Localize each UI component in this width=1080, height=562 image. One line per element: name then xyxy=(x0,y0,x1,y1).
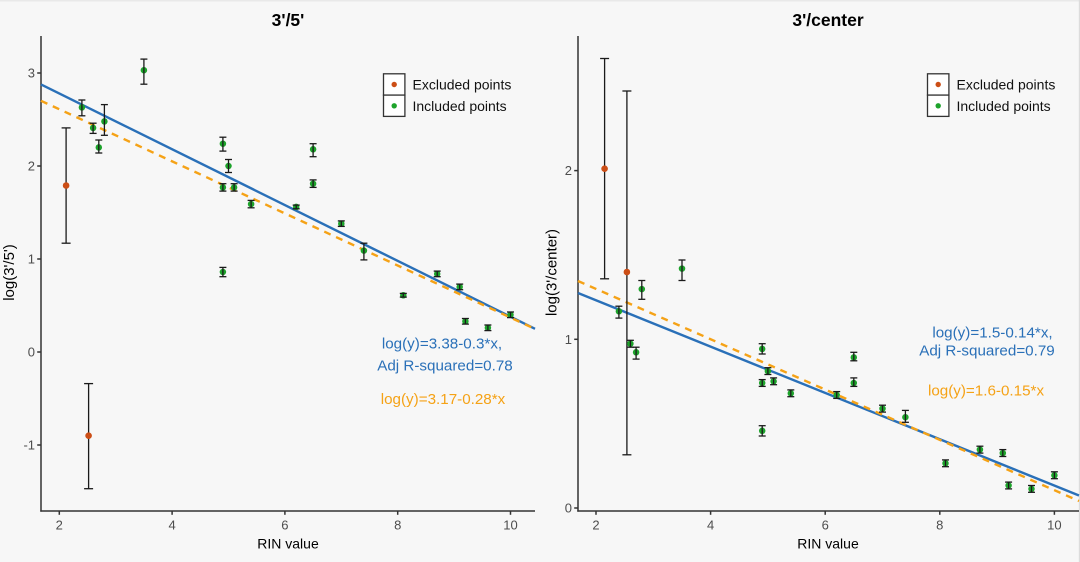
svg-text:3: 3 xyxy=(28,66,35,81)
svg-text:2: 2 xyxy=(56,518,63,533)
svg-text:10: 10 xyxy=(503,518,517,533)
svg-text:Adj R-squared=0.78: Adj R-squared=0.78 xyxy=(377,358,513,375)
svg-text:1: 1 xyxy=(565,332,572,347)
svg-text:10: 10 xyxy=(1047,518,1061,533)
svg-text:4: 4 xyxy=(168,518,175,533)
svg-text:3'/center: 3'/center xyxy=(792,10,863,30)
svg-text:3'/5': 3'/5' xyxy=(272,10,305,30)
svg-text:Adj R-squared=0.79: Adj R-squared=0.79 xyxy=(919,343,1055,360)
svg-text:4: 4 xyxy=(707,518,714,533)
svg-text:log(y)=3.38-0.3*x,: log(y)=3.38-0.3*x, xyxy=(382,336,502,353)
svg-text:log(y)=1.5-0.14*x,: log(y)=1.5-0.14*x, xyxy=(932,325,1052,342)
svg-text:2: 2 xyxy=(592,518,599,533)
svg-text:0: 0 xyxy=(28,345,35,360)
svg-text:log(y)=1.6-0.15*x: log(y)=1.6-0.15*x xyxy=(928,383,1044,400)
svg-text:6: 6 xyxy=(822,518,829,533)
svg-text:6: 6 xyxy=(281,518,288,533)
svg-text:RIN value: RIN value xyxy=(257,536,319,552)
svg-text:2: 2 xyxy=(28,159,35,174)
svg-text:RIN value: RIN value xyxy=(797,536,859,552)
svg-text:8: 8 xyxy=(936,518,943,533)
svg-text:2: 2 xyxy=(565,163,572,178)
svg-text:8: 8 xyxy=(394,518,401,533)
svg-text:Included points: Included points xyxy=(413,98,507,114)
svg-text:0: 0 xyxy=(565,501,572,516)
svg-text:Excluded points: Excluded points xyxy=(413,77,512,93)
svg-text:log(3'/center): log(3'/center) xyxy=(544,229,561,316)
svg-text:Included points: Included points xyxy=(957,98,1051,114)
svg-text:log(y)=3.17-0.28*x: log(y)=3.17-0.28*x xyxy=(381,391,506,408)
svg-text:Excluded points: Excluded points xyxy=(957,77,1056,93)
svg-text:log(3'/5'): log(3'/5') xyxy=(1,244,18,301)
svg-text:1: 1 xyxy=(28,252,35,267)
svg-text:-1: -1 xyxy=(23,438,35,453)
